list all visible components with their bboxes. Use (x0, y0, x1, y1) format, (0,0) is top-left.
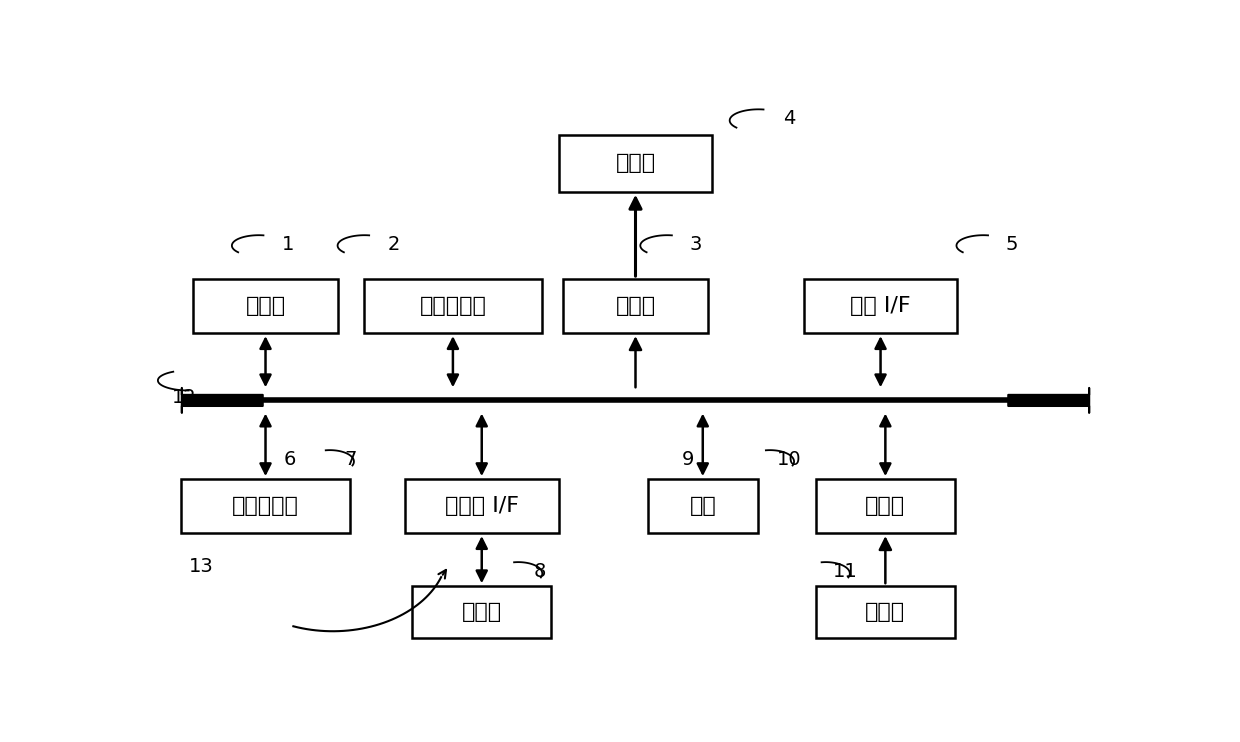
Text: 操作部: 操作部 (866, 602, 905, 622)
FancyBboxPatch shape (365, 279, 542, 333)
FancyBboxPatch shape (816, 479, 955, 533)
FancyBboxPatch shape (181, 479, 350, 533)
Text: 控制部: 控制部 (866, 496, 905, 516)
FancyArrowPatch shape (1008, 388, 1089, 413)
Text: 11: 11 (832, 562, 857, 581)
Text: 拍摄部: 拍摄部 (246, 296, 285, 316)
Text: 12: 12 (171, 388, 196, 407)
FancyBboxPatch shape (404, 479, 559, 533)
Text: 6: 6 (284, 450, 295, 469)
Text: 8: 8 (533, 562, 546, 581)
FancyBboxPatch shape (193, 279, 337, 333)
Text: 2: 2 (387, 235, 399, 254)
FancyBboxPatch shape (816, 586, 955, 637)
Text: 存储卡 I/F: 存储卡 I/F (445, 496, 518, 516)
Text: 闪存: 闪存 (689, 496, 717, 516)
FancyBboxPatch shape (412, 586, 552, 637)
Text: 9: 9 (682, 450, 694, 469)
Text: 4: 4 (784, 109, 795, 128)
Text: 5: 5 (1006, 235, 1018, 254)
FancyBboxPatch shape (563, 279, 708, 333)
FancyBboxPatch shape (804, 279, 957, 333)
Text: 临时存储部: 临时存储部 (232, 496, 299, 516)
FancyArrowPatch shape (182, 388, 263, 413)
FancyBboxPatch shape (647, 479, 758, 533)
Text: 1: 1 (281, 235, 294, 254)
Text: 显控部: 显控部 (615, 296, 656, 316)
Text: 10: 10 (777, 450, 801, 469)
Text: 7: 7 (343, 450, 356, 469)
Text: 13: 13 (188, 556, 213, 576)
Text: 通信 I/F: 通信 I/F (851, 296, 911, 316)
Text: 存储卡: 存储卡 (461, 602, 502, 622)
Text: 显示部: 显示部 (615, 154, 656, 174)
FancyBboxPatch shape (558, 135, 712, 192)
Text: 3: 3 (689, 235, 702, 254)
Text: 图像处理部: 图像处理部 (419, 296, 486, 316)
